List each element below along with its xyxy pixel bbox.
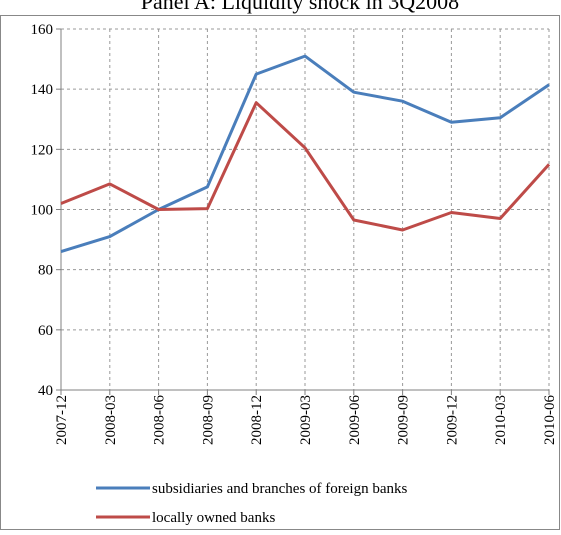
y-tick-label: 60 xyxy=(38,323,53,339)
x-tick-label: 2010-06 xyxy=(542,395,558,445)
x-tick-label: 2010-03 xyxy=(493,395,509,445)
x-tick-label: 2009-03 xyxy=(298,395,314,445)
y-tick-label: 80 xyxy=(38,263,53,279)
x-tick-label: 2008-03 xyxy=(103,395,119,445)
grid-lines xyxy=(61,28,550,390)
axes: 40 60 80 100 120 140 160 2007-12 2008-03 2008-06 2… xyxy=(31,22,559,445)
x-tick-label: 2008-06 xyxy=(152,395,168,445)
legend-label: subsidiaries and branches of foreign ban… xyxy=(152,481,408,497)
x-tick-label: 2009-09 xyxy=(396,395,412,445)
y-tick-label: 40 xyxy=(38,383,53,399)
chart-title: Panel A: Liquidity shock in 3Q2008 xyxy=(141,0,459,14)
series-line-2 xyxy=(60,101,551,232)
x-tick-label: 2008-12 xyxy=(249,395,265,445)
series-lines xyxy=(60,54,551,254)
x-tick-label: 2009-12 xyxy=(444,395,460,445)
y-tick-label: 100 xyxy=(31,203,54,219)
legend-label: locally owned banks xyxy=(152,510,275,526)
legend: subsidiaries and branches of foreign ban… xyxy=(96,481,408,526)
y-tick-label: 140 xyxy=(31,82,54,98)
x-tick-label: 2008-09 xyxy=(200,395,216,445)
x-tick-label: 2007-12 xyxy=(54,395,70,445)
chart-border xyxy=(0,15,560,530)
y-tick-label: 120 xyxy=(31,142,54,158)
y-tick-label: 160 xyxy=(31,22,54,38)
series-line-1 xyxy=(60,54,550,254)
x-tick-label: 2009-06 xyxy=(347,395,363,445)
